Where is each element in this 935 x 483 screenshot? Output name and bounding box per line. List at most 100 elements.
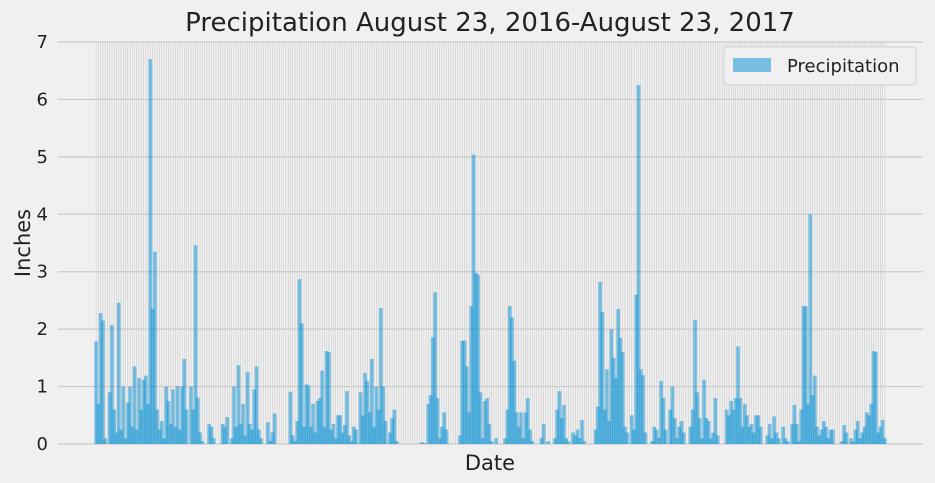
precipitation-bar [815,426,819,444]
precipitation-bar [697,418,702,444]
precipitation-bar [831,429,835,444]
precipitation-bar [541,423,546,444]
precipitation-bar [207,423,211,444]
precipitation-bar [695,392,700,444]
precipitation-bar [428,395,433,444]
precipitation-bar [553,438,557,444]
precipitation-bar [774,432,779,444]
precipitation-bar [783,438,788,444]
precipitation-bar [596,406,600,444]
precipitation-bar [690,409,695,444]
precipitation-bar [559,418,564,444]
precipitation-bar [123,438,128,444]
precipitation-bar [539,438,544,444]
precipitation-bar [724,409,729,444]
precipitation-bar [252,389,257,444]
y-tick-label: 0 [37,434,48,455]
precipitation-bar [609,329,614,444]
precipitation-bar [464,366,469,444]
precipitation-bar [605,369,609,444]
precipitation-bar [736,346,740,444]
precipitation-bar [132,366,137,444]
precipitation-bar [232,386,236,444]
precipitation-bar [184,409,189,444]
precipitation-bar [507,306,512,444]
precipitation-bar [125,402,130,444]
precipitation-bar [756,415,761,444]
precipitation-bar [878,426,883,444]
precipitation-bar [733,398,738,444]
precipitation-bar [580,419,584,444]
precipitation-bar [654,429,659,444]
precipitation-bar [675,438,679,444]
precipitation-bar [849,438,853,444]
precipitation-bar [419,442,424,444]
precipitation-bar [634,294,639,444]
precipitation-bar [259,438,263,444]
precipitation-bar [290,435,295,444]
precipitation-bar [485,398,489,444]
precipitation-bar [268,441,272,444]
precipitation-bar [573,435,578,444]
precipitation-bar [135,429,139,444]
precipitation-bar [616,309,620,444]
precipitation-bar [844,432,849,444]
precipitation-bar [349,441,354,444]
precipitation-bar [245,372,250,444]
precipitation-bar [883,438,887,444]
precipitation-bar [672,418,677,444]
precipitation-bar [372,426,376,444]
precipitation-bar [855,421,860,444]
precipitation-bar [521,438,526,444]
precipitation-bar [128,386,132,444]
precipitation-bar [528,429,532,444]
precipitation-bar [677,426,682,444]
precipitation-bar [254,366,259,444]
precipitation-bar [826,438,831,444]
y-tick-label: 4 [37,204,48,225]
precipitation-bar [792,404,797,444]
precipitation-bar [101,320,105,444]
precipitation-bar [257,429,261,444]
precipitation-bar [643,432,648,444]
precipitation-bar [103,438,107,444]
precipitation-bar [704,418,709,444]
precipitation-bar [688,426,693,444]
precipitation-bar [94,341,98,444]
precipitation-bar [803,306,808,444]
precipitation-bar [116,302,121,444]
precipitation-bar [867,415,871,444]
precipitation-bar [191,409,196,444]
precipitation-bar [96,403,101,444]
precipitation-bar [198,432,202,444]
precipitation-bar [139,409,144,444]
precipitation-bar [137,377,141,444]
precipitation-bar [620,352,625,444]
precipitation-bar [223,426,227,444]
legend-label: Precipitation [787,56,900,77]
precipitation-bar [302,426,306,444]
precipitation-bar [602,409,607,444]
precipitation-bar [162,438,166,444]
precipitation-bar [808,214,813,444]
precipitation-bar [858,438,862,444]
precipitation-bar [336,415,340,444]
precipitation-bar [638,369,643,444]
precipitation-bar [209,426,214,444]
precipitation-bar [153,251,157,444]
precipitation-bar [304,384,309,444]
precipitation-bar [381,386,385,444]
precipitation-bar [715,435,720,444]
precipitation-bar [661,398,666,444]
precipitation-bar [632,429,636,444]
precipitation-bar [211,438,216,444]
precipitation-bar [358,392,363,444]
precipitation-bar [483,400,487,444]
precipitation-bar [119,429,123,444]
precipitation-bar [313,432,318,444]
precipitation-bar [747,426,752,444]
precipitation-bar [467,412,471,444]
precipitation-bar [880,419,885,444]
precipitation-bar [329,429,333,444]
